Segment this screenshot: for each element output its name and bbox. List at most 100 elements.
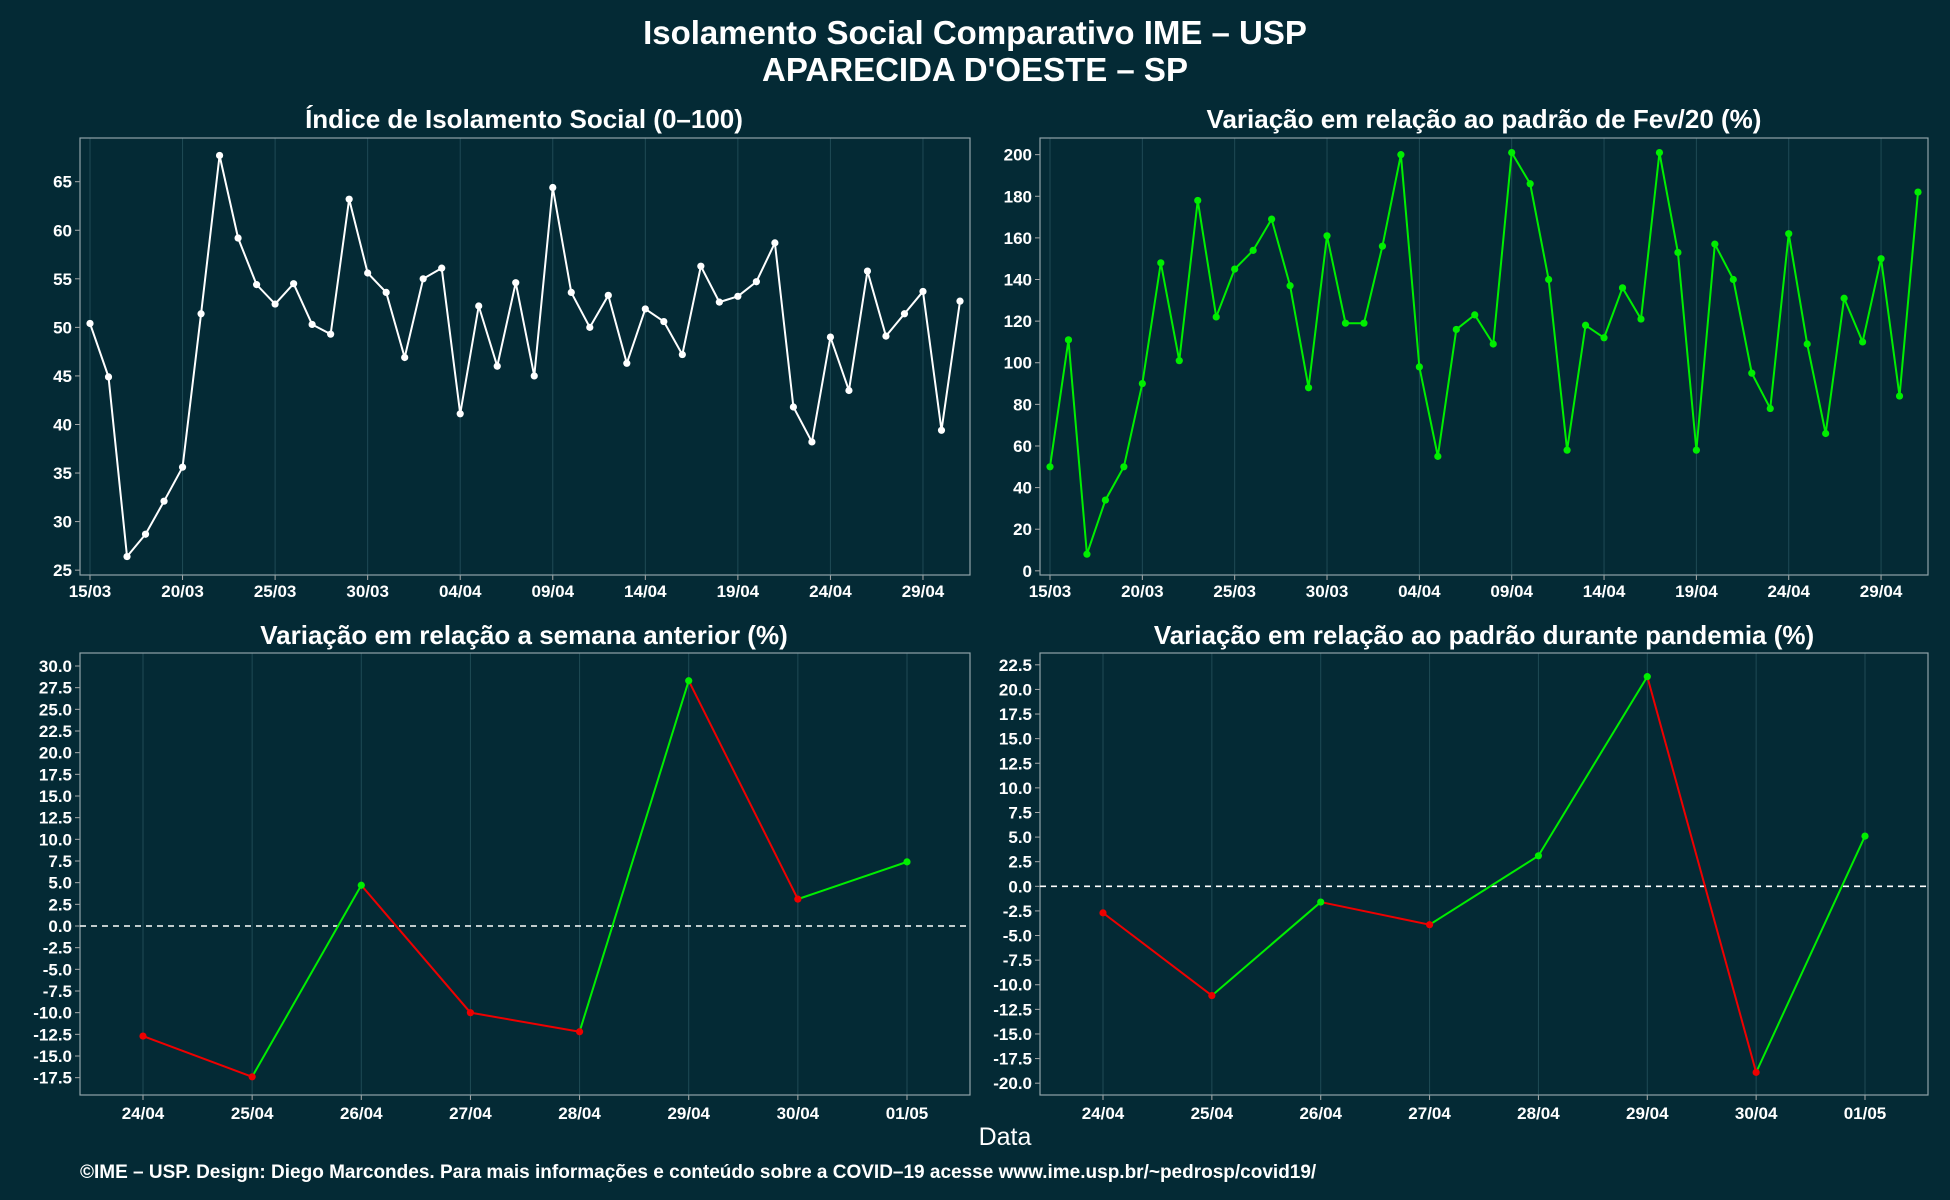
data-point (660, 317, 668, 326)
y-tick-label: 17.5 (999, 705, 1032, 724)
data-point (1637, 315, 1645, 323)
data-point (1249, 246, 1257, 254)
y-tick-label: -15.0 (993, 1025, 1032, 1044)
y-tick-label: 60 (53, 221, 72, 240)
x-tick-label: 04/04 (1398, 582, 1441, 601)
y-tick-label: 5.0 (48, 874, 72, 893)
data-point (752, 278, 760, 286)
x-tick-label: 19/04 (717, 582, 760, 601)
y-tick-label: 40 (53, 415, 72, 434)
x-tick-label: 27/04 (1408, 1104, 1451, 1123)
data-point (1674, 248, 1682, 257)
x-tick-label: 20/03 (1121, 582, 1164, 601)
x-tick-label: 25/04 (231, 1104, 274, 1123)
x-tick-label: 14/04 (624, 582, 667, 601)
data-point (567, 288, 575, 297)
segment-decrease (1646, 676, 1758, 1073)
x-tick-label: 04/04 (439, 582, 482, 601)
data-point (1208, 991, 1216, 1000)
data-point (1618, 284, 1627, 292)
y-tick-label: 120 (1004, 312, 1032, 331)
data-point (1752, 1068, 1760, 1076)
data-point (466, 1009, 475, 1017)
segment-increase (1755, 835, 1866, 1073)
y-tick-label: -12.5 (33, 1025, 72, 1044)
data-point (1526, 180, 1534, 188)
data-point (1120, 463, 1128, 471)
x-tick-label: 19/04 (1675, 582, 1718, 601)
y-tick-label: 30 (53, 513, 72, 532)
y-tick-label: 15.0 (999, 730, 1032, 749)
y-tick-label: 25 (53, 561, 72, 580)
x-tick-label: 29/04 (667, 1104, 710, 1123)
data-point (1083, 550, 1091, 558)
data-point (290, 280, 298, 288)
plot-variation-pandemic: 24/04 25/04 26/04 27/04 28/04 29/04 30/04 01/05… (993, 652, 1929, 1123)
panel-border (1039, 137, 1929, 576)
y-tick-label: 15.0 (39, 787, 72, 806)
y-tick-label: 160 (1004, 229, 1032, 248)
data-point (1534, 852, 1543, 860)
data-point (382, 288, 390, 297)
data-point (364, 269, 372, 277)
data-point (1711, 240, 1719, 248)
x-tick-label: 29/04 (902, 582, 945, 601)
data-point (956, 297, 964, 305)
x-tick-label: 25/04 (1191, 1104, 1234, 1123)
data-point (1434, 452, 1442, 460)
segment-increase (1537, 676, 1649, 857)
panel-variation-week: Variação em relação a semana anterior (%… (33, 620, 971, 1123)
data-point (1378, 242, 1387, 250)
data-point (903, 858, 911, 866)
y-tick-label: -17.5 (993, 1050, 1032, 1069)
x-tick-label: 24/04 (1082, 1104, 1125, 1123)
data-point (1861, 832, 1869, 840)
segment-increase (1211, 901, 1322, 997)
y-tick-label: 2.5 (1008, 853, 1032, 872)
y-tick-label: -5.0 (43, 960, 72, 979)
data-point (456, 410, 464, 418)
data-point (1692, 446, 1700, 454)
data-point (1268, 215, 1276, 223)
y-tick-label: 12.5 (39, 809, 72, 828)
data-point (160, 497, 168, 505)
data-point (623, 359, 631, 367)
y-tick-label: 35 (53, 464, 72, 483)
x-tick-label: 30/03 (1306, 582, 1349, 601)
data-point (1822, 429, 1830, 438)
y-tick-label: -2.5 (43, 939, 72, 958)
series-line (89, 155, 961, 560)
data-point (123, 552, 131, 561)
data-point (794, 895, 802, 903)
data-point (139, 1032, 147, 1040)
data-point (248, 1073, 256, 1081)
data-point (401, 353, 409, 362)
x-tick-label: 09/04 (1490, 582, 1533, 601)
x-tick-label: 14/04 (1583, 582, 1626, 601)
data-point (197, 310, 205, 318)
panel-variation-feb: Variação em relação ao padrão de Fev/20 … (1004, 104, 1929, 601)
data-point (234, 234, 242, 242)
x-tick-label: 09/04 (531, 582, 574, 601)
panel-variation-pandemic: Variação em relação ao padrão durante pa… (993, 620, 1929, 1123)
data-point (1231, 265, 1239, 273)
x-tick-label: 01/05 (886, 1104, 929, 1123)
y-tick-label: 5.0 (1008, 828, 1032, 847)
y-tick-label: -12.5 (993, 1000, 1032, 1019)
y-tick-label: 0 (1023, 562, 1032, 581)
panel-title-variation-pandemic: Variação em relação ao padrão durante pa… (1154, 620, 1814, 650)
data-point (678, 350, 686, 359)
data-point (919, 287, 927, 296)
data-point (215, 151, 224, 160)
data-point (512, 279, 520, 287)
data-point (685, 677, 693, 685)
x-tick-label: 24/04 (809, 582, 852, 601)
y-tick-label: 10.0 (999, 779, 1032, 798)
segment-increase (251, 884, 363, 1078)
data-point (1766, 404, 1774, 413)
data-point (641, 305, 649, 313)
x-tick-label: 30/04 (1735, 1104, 1778, 1123)
y-tick-label: 55 (53, 270, 72, 289)
data-point (715, 298, 723, 306)
